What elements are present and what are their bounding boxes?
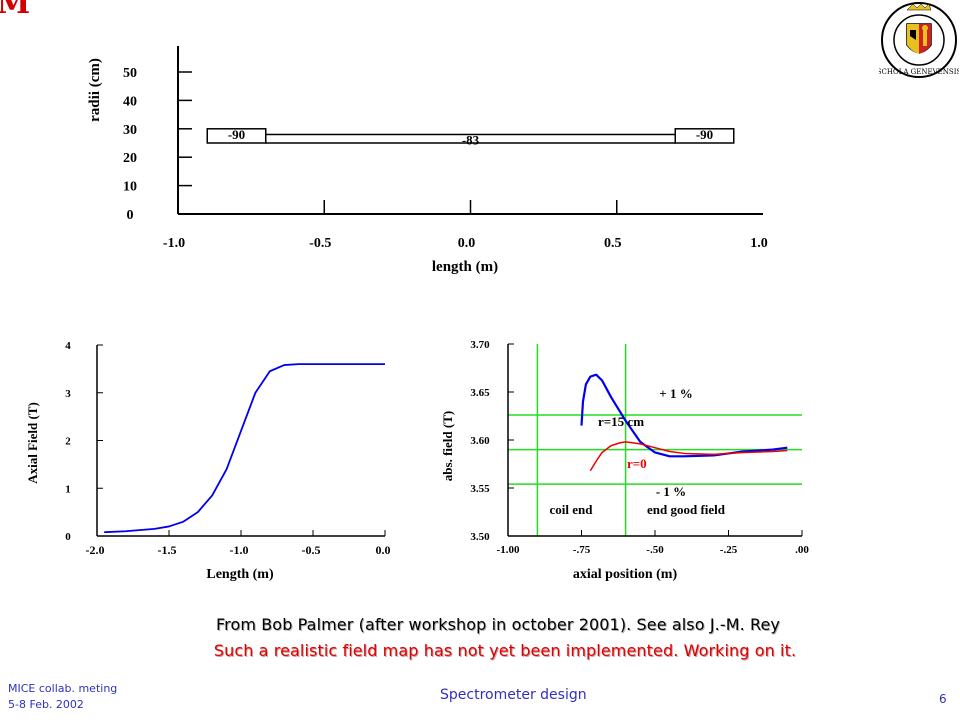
x-tick-label: 1.0: [750, 236, 768, 251]
x-tick-label: 0.5: [604, 236, 622, 251]
x-tick-label: -.25: [720, 544, 738, 556]
x-tick-label: 0.0: [458, 236, 476, 251]
y-tick-label: 3.60: [470, 435, 490, 447]
y-tick-label: 3.50: [470, 531, 490, 543]
coil-current-label: -90: [696, 127, 713, 142]
x-tick-label: -0.5: [302, 543, 321, 557]
x-tick-label: -1.0: [230, 543, 249, 557]
abs-field-guides: [508, 344, 802, 536]
coil-end-label: coil end: [550, 502, 594, 517]
caption-source: From Bob Palmer (after workshop in octob…: [216, 615, 780, 634]
footer-event-line2: 5-8 Feb. 2002: [8, 698, 84, 711]
axial-field-axes: [96, 344, 386, 537]
x-tick-label: -.75: [573, 544, 591, 556]
footer-event-line1: MICE collab. meting: [8, 682, 118, 695]
x-tick-label: -1.00: [497, 544, 520, 556]
end-good-field-label: end good field: [647, 502, 726, 517]
y-tick-label: 0: [127, 208, 134, 223]
plus-one-percent-label: + 1 %: [659, 386, 692, 401]
footer-event: MICE collab. meting 5-8 Feb. 2002: [8, 681, 117, 713]
x-tick-label: -1.0: [163, 236, 185, 251]
axial-field-series: [104, 363, 385, 534]
x-tick-label: -.50: [646, 544, 664, 556]
y-tick-label: 3.65: [470, 387, 490, 399]
series-label-r0: r=0: [627, 456, 647, 471]
x-tick-label: -2.0: [86, 543, 105, 557]
abs-field-labels: 3.50 3.55 3.60 3.65 3.70 -1.00 -.75 -.50 -.25 .00…: [440, 339, 809, 582]
y-axis-title: abs. field (T): [440, 411, 455, 481]
coil-3: [674, 128, 735, 144]
university-seal-icon: SCHOLA GENEVENSIS: [877, 0, 960, 80]
x-tick-label: -0.5: [309, 236, 331, 251]
x-axis-title: Length (m): [206, 567, 274, 582]
coil-chart-coils: [206, 128, 735, 144]
coil-chart-labels: 0 10 20 30 40 50 -1.0 -0.5 0.0 0.5 1.0 -90 -83 -90 len…: [87, 58, 768, 275]
abs-field-axes: [507, 343, 803, 537]
x-tick-label: 0.0: [376, 543, 391, 557]
minus-one-percent-label: - 1 %: [656, 484, 686, 499]
y-tick-label: 40: [123, 94, 137, 109]
y-tick-label: 20: [123, 151, 137, 166]
y-tick-label: 3: [65, 388, 71, 400]
y-tick-label: 1: [65, 483, 71, 495]
y-tick-label: 30: [123, 123, 137, 138]
footer-title: Spectrometer design: [440, 687, 587, 703]
y-tick-label: 0: [65, 531, 71, 543]
title-fragment: M: [0, 0, 31, 21]
x-tick-label: -1.5: [158, 543, 177, 557]
y-tick-label: 50: [123, 66, 137, 81]
series-label-r15: r=15 cm: [598, 414, 644, 429]
y-tick-label: 4: [65, 340, 71, 352]
y-tick-label: 3.55: [470, 483, 490, 495]
axial-field-curve: [104, 363, 385, 534]
x-axis-title: length (m): [432, 259, 498, 275]
axial-field-labels: 0 1 2 3 4 -2.0 -1.5 -1.0 -0.5 0.0 Length (m) Axial …: [25, 340, 391, 582]
x-tick-label: .00: [795, 544, 809, 556]
coil-chart-axes: [177, 46, 763, 215]
y-axis-title: Axial Field (T): [25, 402, 40, 484]
abs-field-series: [580, 373, 788, 472]
page-number: 6: [939, 692, 947, 706]
y-tick-label: 3.70: [470, 339, 490, 351]
y-axis-title: radii (cm): [87, 58, 103, 122]
series-r-0: [589, 441, 788, 472]
coil-current-label: -83: [462, 132, 480, 147]
x-axis-title: axial position (m): [573, 567, 678, 582]
y-tick-label: 2: [65, 436, 71, 448]
seal-text: SCHOLA GENEVENSIS: [879, 68, 959, 76]
y-tick-label: 10: [123, 180, 137, 195]
coil-current-label: -90: [228, 127, 245, 142]
caption-status: Such a realistic field map has not yet b…: [213, 641, 797, 660]
